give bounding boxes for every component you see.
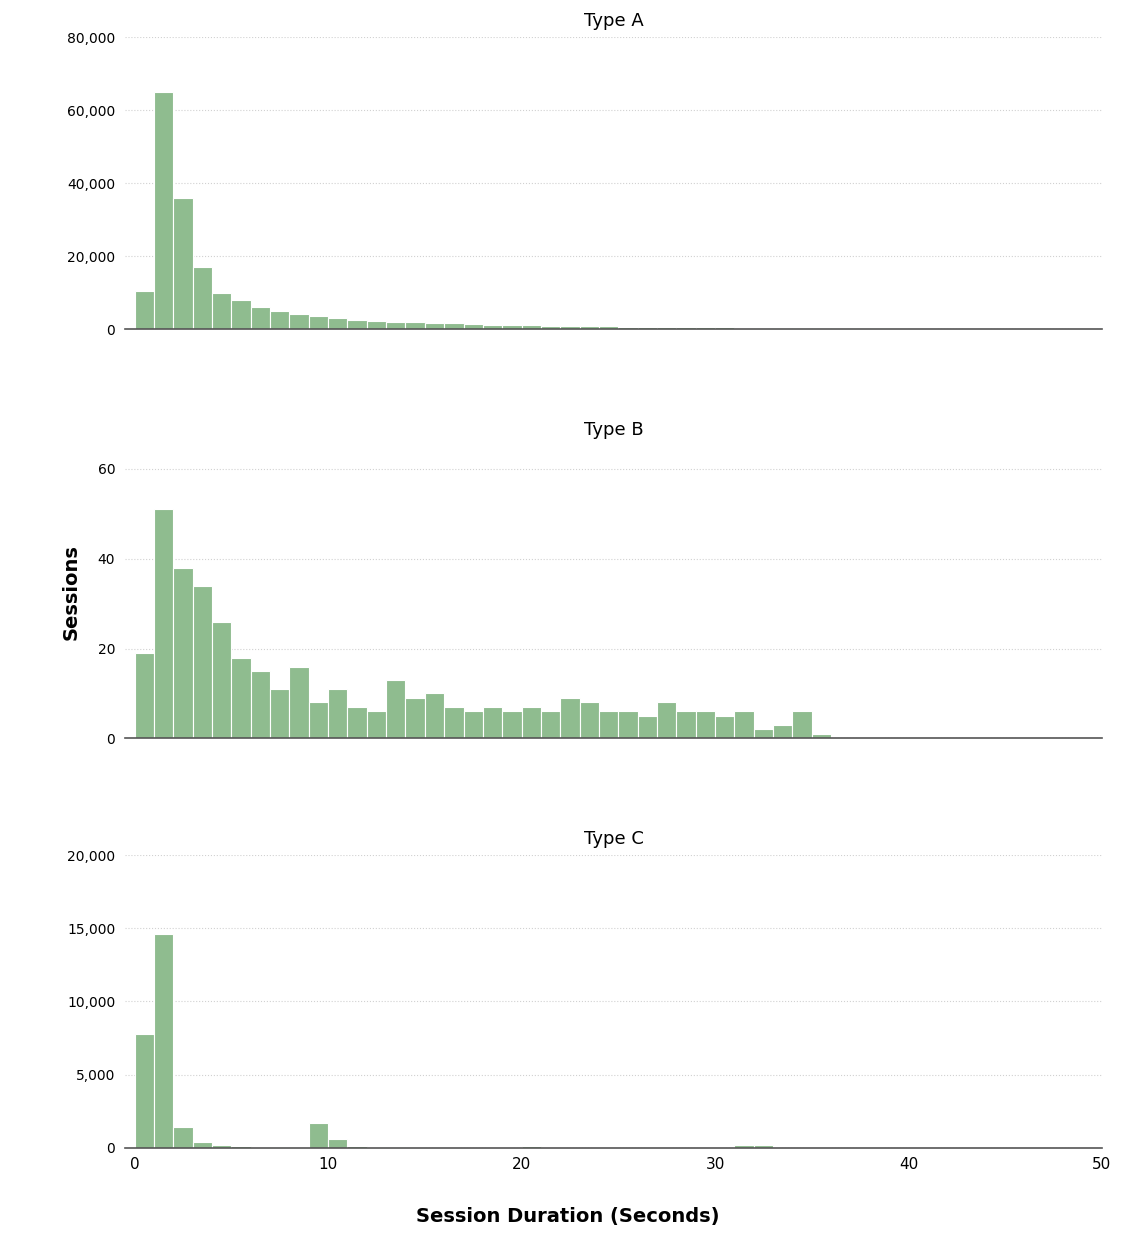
Bar	[812, 328, 832, 329]
Bar	[772, 724, 793, 738]
Bar	[386, 322, 406, 329]
Bar	[193, 586, 212, 738]
Bar	[637, 327, 657, 329]
Bar	[793, 328, 812, 329]
Bar	[521, 707, 541, 738]
Bar	[425, 694, 444, 738]
Bar	[502, 712, 521, 738]
Bar	[579, 702, 599, 738]
Bar	[270, 311, 290, 329]
Bar	[734, 1145, 753, 1148]
Bar	[348, 1146, 367, 1148]
Bar	[232, 300, 251, 329]
Bar	[212, 622, 232, 738]
Bar	[657, 327, 676, 329]
Bar	[328, 318, 348, 329]
Bar	[309, 702, 328, 738]
Bar	[328, 1139, 348, 1148]
Bar	[174, 568, 193, 738]
Bar	[193, 1141, 212, 1148]
Bar	[793, 712, 812, 738]
Bar	[444, 323, 463, 329]
Bar	[463, 712, 483, 738]
Bar	[599, 326, 618, 329]
Bar	[753, 1145, 772, 1148]
Bar	[734, 327, 753, 329]
Bar	[521, 326, 541, 329]
Bar	[483, 325, 502, 329]
Bar	[502, 325, 521, 329]
Bar	[193, 268, 212, 329]
Bar	[367, 321, 386, 329]
Bar	[290, 313, 309, 329]
Bar	[541, 712, 560, 738]
Bar	[154, 510, 174, 738]
Bar	[386, 680, 406, 738]
Bar	[715, 327, 734, 329]
Bar	[232, 1146, 251, 1148]
Bar	[251, 307, 270, 329]
Bar	[290, 666, 309, 738]
Y-axis label: Sessions: Sessions	[62, 544, 81, 640]
Bar	[135, 291, 154, 329]
Bar	[406, 322, 425, 329]
Bar	[521, 1146, 541, 1148]
Bar	[695, 327, 715, 329]
Bar	[348, 707, 367, 738]
Bar	[483, 707, 502, 738]
Bar	[560, 326, 579, 329]
Bar	[753, 328, 772, 329]
Bar	[328, 689, 348, 738]
Bar	[676, 712, 695, 738]
Bar	[425, 323, 444, 329]
Bar	[232, 658, 251, 738]
Bar	[695, 712, 715, 738]
Bar	[676, 327, 695, 329]
Bar	[734, 712, 753, 738]
Bar	[463, 325, 483, 329]
Bar	[753, 729, 772, 738]
Bar	[599, 712, 618, 738]
Bar	[174, 197, 193, 329]
Bar	[270, 689, 290, 738]
Bar	[154, 91, 174, 329]
Bar	[174, 1127, 193, 1148]
Bar	[715, 716, 734, 738]
Bar	[560, 698, 579, 738]
Bar	[812, 734, 832, 738]
Bar	[406, 698, 425, 738]
Text: Session Duration (Seconds): Session Duration (Seconds)	[416, 1207, 720, 1225]
Bar	[135, 1034, 154, 1148]
Bar	[657, 702, 676, 738]
Bar	[154, 934, 174, 1148]
Bar	[251, 671, 270, 738]
Bar	[309, 1123, 328, 1148]
Bar	[135, 653, 154, 738]
Bar	[618, 712, 637, 738]
Bar	[367, 712, 386, 738]
Bar	[309, 316, 328, 329]
Title: Type A: Type A	[584, 12, 643, 30]
Bar	[212, 292, 232, 329]
Bar	[618, 327, 637, 329]
Bar	[637, 716, 657, 738]
Bar	[579, 326, 599, 329]
Bar	[541, 326, 560, 329]
Title: Type B: Type B	[584, 421, 643, 439]
Bar	[772, 328, 793, 329]
Title: Type C: Type C	[584, 830, 643, 848]
Bar	[348, 320, 367, 329]
Bar	[212, 1145, 232, 1148]
Bar	[444, 707, 463, 738]
